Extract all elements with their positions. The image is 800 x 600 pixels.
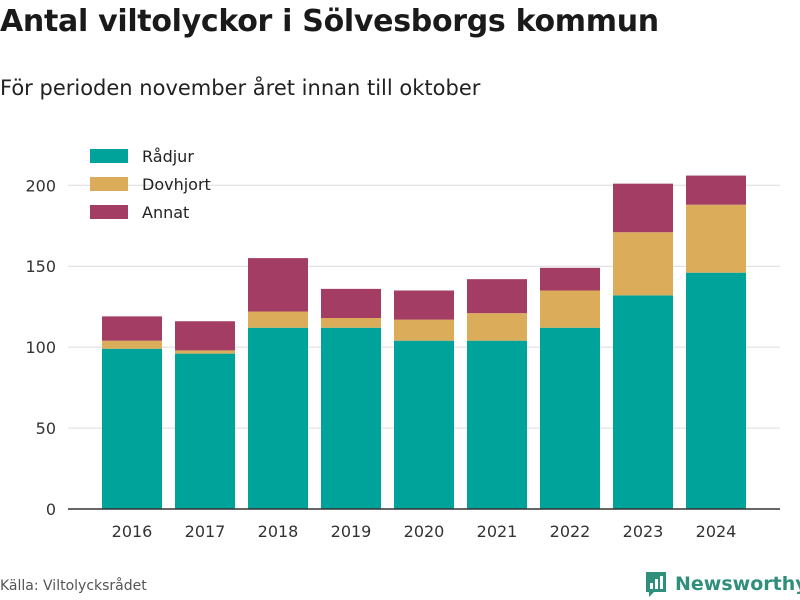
legend-label: Rådjur	[142, 147, 194, 166]
x-tick-label: 2017	[185, 522, 226, 541]
newsworthy-logo-icon	[646, 572, 666, 597]
bar-segment-2016-3	[102, 316, 162, 341]
bar-segment-2019-1	[321, 327, 381, 509]
bar-segment-2019-3	[321, 288, 381, 319]
bar-segment-2024-2	[686, 204, 746, 273]
y-tick-label: 100	[25, 338, 56, 357]
legend-swatch	[90, 205, 128, 219]
bar-segment-2018-1	[248, 327, 308, 509]
bar-segment-2021-1	[467, 340, 527, 509]
bar-segment-2023-1	[613, 295, 673, 509]
bar-segment-2023-2	[613, 232, 673, 296]
legend-label: Annat	[142, 203, 189, 222]
legend-swatch	[90, 177, 128, 191]
x-tick-label: 2020	[404, 522, 445, 541]
bar-segment-2023-3	[613, 183, 673, 233]
bar-segment-2018-3	[248, 258, 308, 312]
x-tick-label: 2019	[331, 522, 372, 541]
bar-segment-2017-2	[175, 350, 235, 354]
bar-segment-2022-2	[540, 290, 600, 328]
bar-segment-2024-1	[686, 272, 746, 509]
bar-segment-2020-3	[394, 290, 454, 320]
y-tick-label: 50	[36, 419, 56, 438]
bar-segment-2019-2	[321, 318, 381, 328]
bar-segment-2017-3	[175, 321, 235, 351]
y-tick-label: 150	[25, 257, 56, 276]
x-tick-label: 2023	[623, 522, 664, 541]
bar-segment-2018-2	[248, 311, 308, 328]
bar-segment-2021-3	[467, 279, 527, 314]
bar-segment-2021-2	[467, 313, 527, 341]
legend-swatch	[90, 149, 128, 163]
legend-label: Dovhjort	[142, 175, 211, 194]
bar-segment-2016-1	[102, 348, 162, 509]
bar-segment-2024-3	[686, 175, 746, 205]
chart-subtitle: För perioden november året innan till ok…	[0, 76, 481, 100]
x-tick-label: 2022	[550, 522, 591, 541]
bar-segment-2016-2	[102, 340, 162, 349]
bar-segment-2017-1	[175, 353, 235, 509]
brand-name: Newsworthy	[675, 573, 800, 595]
x-tick-label: 2018	[258, 522, 299, 541]
x-tick-label: 2016	[112, 522, 153, 541]
source-note: Källa: Viltolycksrådet	[0, 578, 147, 594]
bar-segment-2020-1	[394, 340, 454, 509]
bar-segment-2022-1	[540, 327, 600, 509]
brand-logo: Newsworthy	[644, 570, 800, 598]
x-tick-label: 2021	[477, 522, 518, 541]
chart-title: Antal viltolyckor i Sölvesborgs kommun	[0, 4, 659, 39]
y-tick-label: 0	[46, 500, 56, 519]
x-tick-label: 2024	[696, 522, 737, 541]
bar-segment-2020-2	[394, 319, 454, 341]
bar-segment-2022-3	[540, 267, 600, 291]
y-tick-label: 200	[25, 176, 56, 195]
